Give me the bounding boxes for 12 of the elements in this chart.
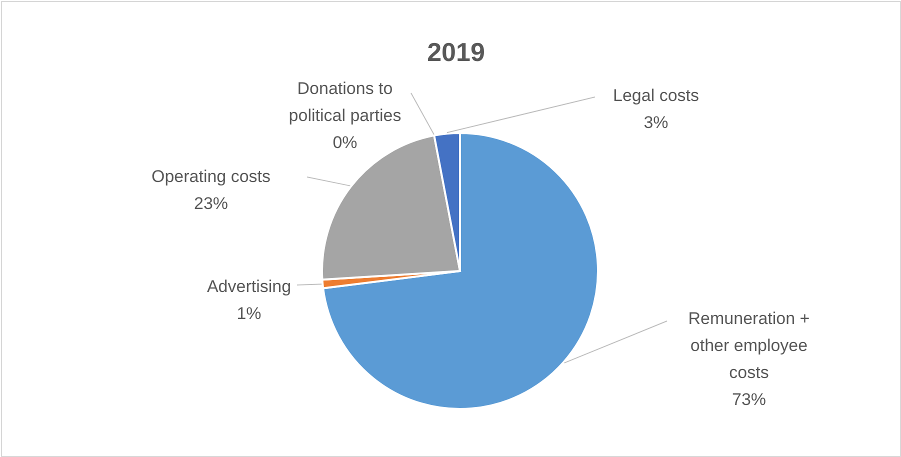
text: 0% xyxy=(332,133,358,152)
data-label: 23% xyxy=(194,194,228,213)
slice-label: Advertising xyxy=(206,277,292,296)
chart-title: 2019 xyxy=(427,37,485,67)
pie-slice xyxy=(322,132,599,410)
slice-label: Remuneration + other employee costs xyxy=(688,309,810,382)
slice-label: Legal costs xyxy=(613,86,699,105)
slice-label: Operating costs xyxy=(151,167,271,186)
data-label: 73% xyxy=(732,390,766,409)
data-label: 3% xyxy=(644,113,668,132)
category-label: Donations to political parties xyxy=(288,79,402,125)
data-label: 1% xyxy=(236,304,262,323)
